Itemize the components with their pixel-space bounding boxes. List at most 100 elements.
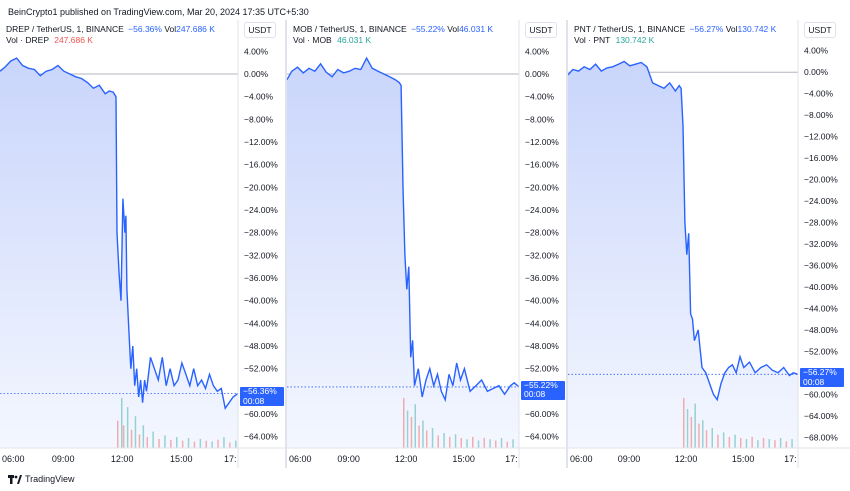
y-tick-label: −64.00%	[804, 411, 838, 421]
legend-volume-row: Vol · PNT 130.742 K	[574, 35, 654, 45]
volume-bar	[751, 436, 753, 448]
last-price-value: −55.22%	[524, 379, 558, 390]
y-tick-label: −36.00%	[525, 273, 559, 283]
legend-vol-value: 130.742 K	[737, 24, 777, 34]
volume-bar	[785, 441, 788, 448]
x-tick-label: 09:00	[618, 454, 641, 464]
volume-indicator-label: Vol · MOB	[293, 35, 332, 45]
y-tick-label: −64.00%	[525, 432, 559, 442]
volume-bar	[403, 398, 405, 448]
y-tick-label: −20.00%	[525, 182, 559, 192]
volume-bar	[466, 439, 468, 449]
volume-bar	[728, 436, 731, 448]
y-tick-label: 0.00%	[525, 69, 550, 79]
bar-countdown: 00:08	[524, 389, 546, 400]
footer-brand[interactable]: TradingView	[8, 474, 75, 484]
currency-unit-button[interactable]: USDT	[244, 22, 276, 38]
y-tick-label: −48.00%	[525, 341, 559, 351]
volume-bar	[454, 434, 457, 449]
x-tick-label: 12:00	[395, 454, 418, 464]
chart-panel-mob[interactable]: 4.00% 0.00% −4.00% −8.00% −12.00% −16.00% −20.…	[287, 20, 566, 468]
y-tick-label: −52.00%	[804, 346, 838, 356]
y-tick-label: −8.00%	[244, 114, 274, 124]
volume-indicator-label: Vol · DREP	[6, 35, 49, 45]
y-tick-label: −48.00%	[244, 341, 278, 351]
y-tick-label: −44.00%	[804, 303, 838, 313]
volume-bar	[694, 403, 696, 448]
bar-countdown: 00:08	[243, 395, 265, 406]
price-axis	[519, 20, 566, 468]
y-tick-label: −16.00%	[804, 153, 838, 163]
y-tick-label: −12.00%	[525, 137, 559, 147]
chart-panel-drep[interactable]: 4.00% 0.00% −4.00% −8.00% −12.00% −16.00% −20.…	[0, 20, 285, 468]
y-tick-label: −24.00%	[244, 205, 278, 215]
chart-canvas-mob[interactable]: 4.00% 0.00% −4.00% −8.00% −12.00% −16.00% −20.…	[287, 20, 566, 468]
y-tick-label: −20.00%	[804, 175, 838, 185]
chart-panel-pnt[interactable]: 4.00% 0.00% −4.00% −8.00% −12.00% −16.00% −20.…	[568, 20, 850, 468]
currency-unit-button[interactable]: USDT	[804, 22, 836, 38]
y-tick-label: −32.00%	[804, 239, 838, 249]
panel-divider[interactable]	[285, 20, 287, 468]
currency-unit-button[interactable]: USDT	[525, 22, 557, 38]
price-area-fill	[287, 58, 519, 448]
volume-bar	[774, 440, 776, 448]
volume-bar	[223, 437, 225, 448]
volume-bar	[426, 430, 428, 448]
x-tick-label: 09:00	[52, 454, 75, 464]
y-tick-label: −64.00%	[244, 432, 278, 442]
volume-bar	[472, 436, 474, 449]
y-tick-label: −60.00%	[525, 409, 559, 419]
x-tick-label: 17:	[784, 454, 797, 464]
y-tick-label: −48.00%	[804, 325, 838, 335]
y-tick-label: −12.00%	[244, 137, 278, 147]
volume-bar	[134, 416, 137, 448]
chart-canvas-pnt[interactable]: 4.00% 0.00% −4.00% −8.00% −12.00% −16.00% −20.…	[568, 20, 850, 468]
volume-bar	[477, 440, 480, 448]
volume-bar	[791, 439, 793, 448]
y-tick-label: −28.00%	[244, 228, 278, 238]
volume-bar	[164, 435, 166, 448]
volume-bar	[683, 398, 685, 448]
volume-bar	[126, 407, 129, 448]
legend-symbol: MOB / TetherUS, 1, BINANCE	[293, 24, 407, 34]
volume-bar	[483, 438, 485, 448]
volume-bar	[762, 438, 765, 448]
y-tick-label: −4.00%	[525, 92, 555, 102]
legend-vol-label: Vol	[164, 24, 177, 34]
y-tick-label: −44.00%	[244, 318, 278, 328]
x-tick-label: 06:00	[570, 454, 593, 464]
x-tick-label: 06:00	[2, 454, 25, 464]
y-tick-label: −8.00%	[804, 110, 834, 120]
volume-bar	[768, 439, 770, 448]
x-tick-label: 09:00	[337, 454, 360, 464]
legend-change: −56.27%	[689, 24, 724, 34]
volume-bar	[705, 430, 708, 448]
legend-change: −56.36%	[128, 24, 162, 34]
y-tick-label: −40.00%	[804, 282, 838, 292]
y-tick-label: −8.00%	[525, 114, 555, 124]
y-tick-label: −32.00%	[525, 250, 559, 260]
legend-vol-value: 46.031 K	[459, 24, 494, 34]
volume-bar	[512, 439, 514, 449]
volume-bar	[506, 441, 508, 449]
panel-divider[interactable]	[566, 20, 568, 468]
legend-volume-row: Vol · DREP 247.686 K	[6, 35, 93, 45]
legend-symbol-row: PNT / TetherUS, 1, BINANCE −56.27% Vol13…	[574, 24, 776, 34]
volume-bar	[690, 416, 693, 448]
y-tick-label: −40.00%	[525, 296, 559, 306]
volume-bar	[722, 432, 725, 448]
y-tick-label: 0.00%	[244, 69, 269, 79]
volume-bar	[158, 438, 160, 448]
volume-bar	[443, 433, 445, 448]
y-tick-label: −24.00%	[804, 196, 838, 206]
volume-bar	[734, 434, 736, 448]
y-tick-label: −12.00%	[804, 132, 838, 142]
y-tick-label: −44.00%	[525, 318, 559, 328]
y-tick-label: −52.00%	[244, 364, 278, 374]
volume-bar	[146, 437, 148, 448]
legend-symbol: DREP / TetherUS, 1, BINANCE	[6, 24, 124, 34]
y-tick-label: −36.00%	[244, 273, 278, 283]
y-tick-label: −20.00%	[244, 182, 278, 192]
bar-countdown: 00:08	[803, 376, 825, 387]
y-tick-label: −16.00%	[244, 160, 278, 170]
